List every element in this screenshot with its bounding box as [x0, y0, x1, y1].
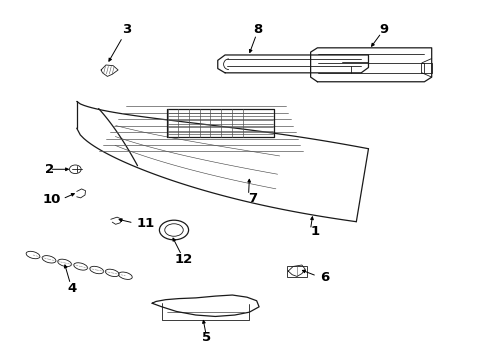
Text: 11: 11 [136, 217, 155, 230]
Text: 1: 1 [309, 225, 319, 238]
Text: 8: 8 [253, 23, 262, 36]
Text: 3: 3 [122, 23, 131, 36]
Text: 7: 7 [248, 192, 257, 205]
Bar [420, 63, 431, 73]
Text: 10: 10 [42, 193, 61, 206]
Text: 12: 12 [174, 253, 192, 266]
Text: 2: 2 [45, 163, 54, 176]
Text: 5: 5 [202, 331, 211, 344]
Text: 4: 4 [67, 283, 76, 296]
Text: 6: 6 [319, 271, 328, 284]
Text: 9: 9 [378, 23, 387, 36]
Bar [287, 266, 306, 277]
